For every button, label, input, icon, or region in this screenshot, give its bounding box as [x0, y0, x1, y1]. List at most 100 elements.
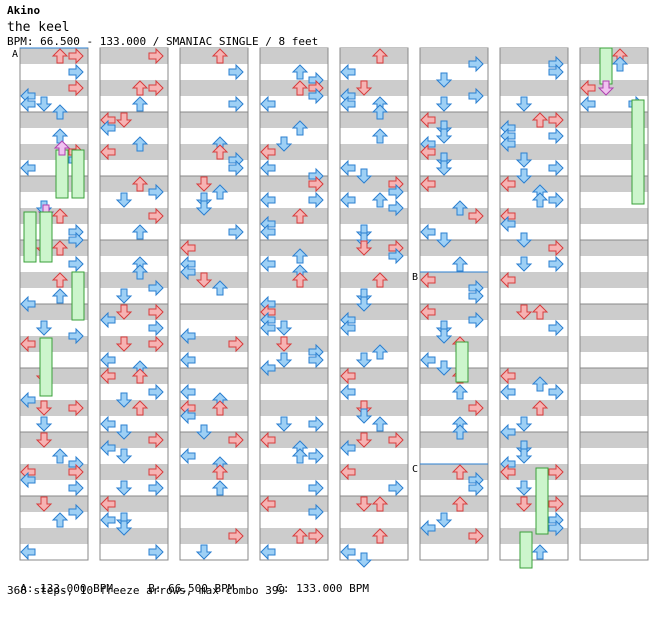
right-arrow: [548, 127, 564, 145]
up-arrow: [371, 128, 389, 144]
left-arrow: [20, 543, 36, 561]
left-arrow: [20, 471, 36, 489]
right-arrow: [548, 519, 564, 537]
down-arrow: [275, 352, 293, 368]
left-arrow: [500, 383, 516, 401]
up-arrow: [211, 280, 229, 296]
down-arrow: [115, 424, 133, 440]
down-arrow: [355, 552, 373, 568]
left-arrow: [260, 191, 276, 209]
up-arrow: [51, 288, 69, 304]
left-arrow: [420, 351, 436, 369]
left-arrow: [100, 439, 116, 457]
up-arrow: [131, 96, 149, 112]
left-arrow: [260, 223, 276, 241]
up-arrow: [291, 64, 309, 80]
right-arrow: [548, 495, 564, 513]
left-arrow: [340, 95, 356, 113]
left-arrow: [100, 143, 116, 161]
right-arrow: [148, 479, 164, 497]
right-arrow: [388, 479, 404, 497]
up-arrow: [51, 512, 69, 528]
left-arrow: [340, 439, 356, 457]
right-arrow: [388, 183, 404, 201]
up-arrow: [131, 264, 149, 280]
down-arrow: [355, 168, 373, 184]
right-arrow: [68, 503, 84, 521]
up-arrow: [131, 80, 149, 96]
up-arrow: [291, 272, 309, 288]
up-arrow: [371, 272, 389, 288]
left-arrow: [260, 495, 276, 513]
down-arrow: [515, 416, 533, 432]
down-arrow: [515, 152, 533, 168]
left-arrow: [100, 511, 116, 529]
up-arrow: [291, 448, 309, 464]
left-arrow: [100, 119, 116, 137]
left-arrow: [180, 351, 196, 369]
right-arrow: [548, 191, 564, 209]
left-arrow: [420, 519, 436, 537]
down-arrow: [35, 96, 53, 112]
down-arrow: [515, 96, 533, 112]
up-arrow: [531, 112, 549, 128]
left-arrow: [340, 191, 356, 209]
up-arrow: [371, 416, 389, 432]
down-arrow: [515, 256, 533, 272]
right-arrow: [68, 399, 84, 417]
left-arrow: [500, 135, 516, 153]
right-arrow: [228, 335, 244, 353]
right-arrow: [148, 463, 164, 481]
left-arrow: [580, 79, 596, 97]
right-arrow: [148, 431, 164, 449]
freeze-arrow: [631, 99, 645, 205]
right-arrow: [468, 207, 484, 225]
left-arrow: [20, 391, 36, 409]
bpm-info: BPM: 66.500 - 133.000 / SMANIAC SINGLE /…: [7, 35, 319, 48]
up-arrow: [371, 344, 389, 360]
down-arrow: [115, 288, 133, 304]
down-arrow: [515, 232, 533, 248]
down-arrow: [195, 272, 213, 288]
left-arrow: [180, 239, 196, 257]
down-arrow: [195, 424, 213, 440]
down-arrow: [515, 168, 533, 184]
left-arrow: [20, 95, 36, 113]
left-arrow: [340, 383, 356, 401]
up-arrow: [211, 480, 229, 496]
down-arrow: [515, 496, 533, 512]
right-arrow: [548, 111, 564, 129]
down-arrow: [435, 360, 453, 376]
bpm-legend-c: C: 133.000 BPM: [276, 582, 369, 595]
right-arrow: [308, 351, 324, 369]
left-arrow: [100, 415, 116, 433]
left-arrow: [420, 303, 436, 321]
up-arrow: [371, 48, 389, 64]
down-arrow: [515, 448, 533, 464]
left-arrow: [180, 447, 196, 465]
left-arrow: [500, 215, 516, 233]
right-arrow: [468, 479, 484, 497]
left-arrow: [20, 335, 36, 353]
down-arrow: [115, 520, 133, 536]
right-arrow: [308, 87, 324, 105]
up-arrow: [451, 496, 469, 512]
left-arrow: [420, 223, 436, 241]
bpm-legend: A: 133.000 BPM B: 66.500 BPM C: 133.000 BP…: [7, 569, 369, 595]
up-arrow: [131, 224, 149, 240]
right-arrow: [148, 543, 164, 561]
down-arrow: [115, 480, 133, 496]
marker-a: A: [12, 49, 19, 60]
up-arrow: [131, 136, 149, 152]
down-arrow: [35, 416, 53, 432]
right-arrow: [308, 447, 324, 465]
left-arrow: [340, 367, 356, 385]
left-arrow: [420, 175, 436, 193]
up-arrow: [51, 240, 69, 256]
right-arrow: [548, 239, 564, 257]
down-arrow: [355, 352, 373, 368]
right-arrow: [148, 79, 164, 97]
right-arrow: [548, 319, 564, 337]
artist-name: Akino: [7, 4, 41, 17]
song-title: the keel: [7, 20, 70, 35]
